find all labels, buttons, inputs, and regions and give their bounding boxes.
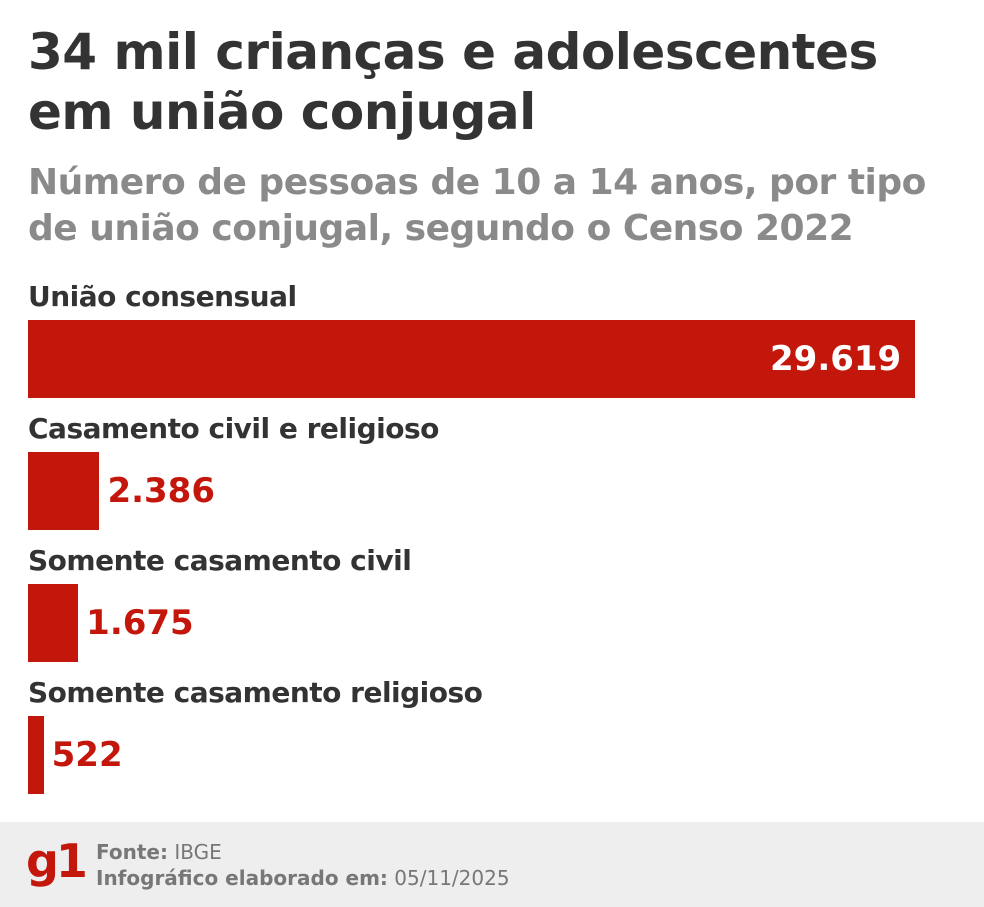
bar bbox=[28, 320, 915, 398]
bar bbox=[28, 452, 100, 530]
date-line: Infográfico elaborado em: 05/11/2025 bbox=[96, 866, 510, 890]
date-value: 05/11/2025 bbox=[394, 866, 510, 890]
value-label: 29.619 bbox=[770, 339, 902, 379]
category-label: Somente casamento religioso bbox=[28, 676, 483, 709]
value-label: 522 bbox=[51, 735, 123, 775]
date-label: Infográfico elaborado em: bbox=[96, 866, 388, 890]
category-label: Casamento civil e religioso bbox=[28, 412, 439, 445]
category-label: Somente casamento civil bbox=[28, 544, 412, 577]
bar bbox=[28, 716, 44, 794]
footer: g1 Fonte: IBGE Infográfico elaborado em:… bbox=[0, 822, 984, 907]
source-line: Fonte: IBGE bbox=[96, 840, 222, 864]
chart-subtitle: Número de pessoas de 10 a 14 anos, por t… bbox=[28, 162, 926, 249]
value-label: 2.386 bbox=[107, 471, 215, 511]
chart-title: 34 mil crianças e adolescentes em união … bbox=[28, 23, 878, 141]
source-label: Fonte: bbox=[96, 840, 168, 864]
value-label: 1.675 bbox=[86, 603, 194, 643]
category-label: União consensual bbox=[28, 280, 297, 313]
g1-logo: g1 bbox=[26, 834, 88, 888]
bar bbox=[28, 584, 79, 662]
source-value: IBGE bbox=[174, 840, 222, 864]
